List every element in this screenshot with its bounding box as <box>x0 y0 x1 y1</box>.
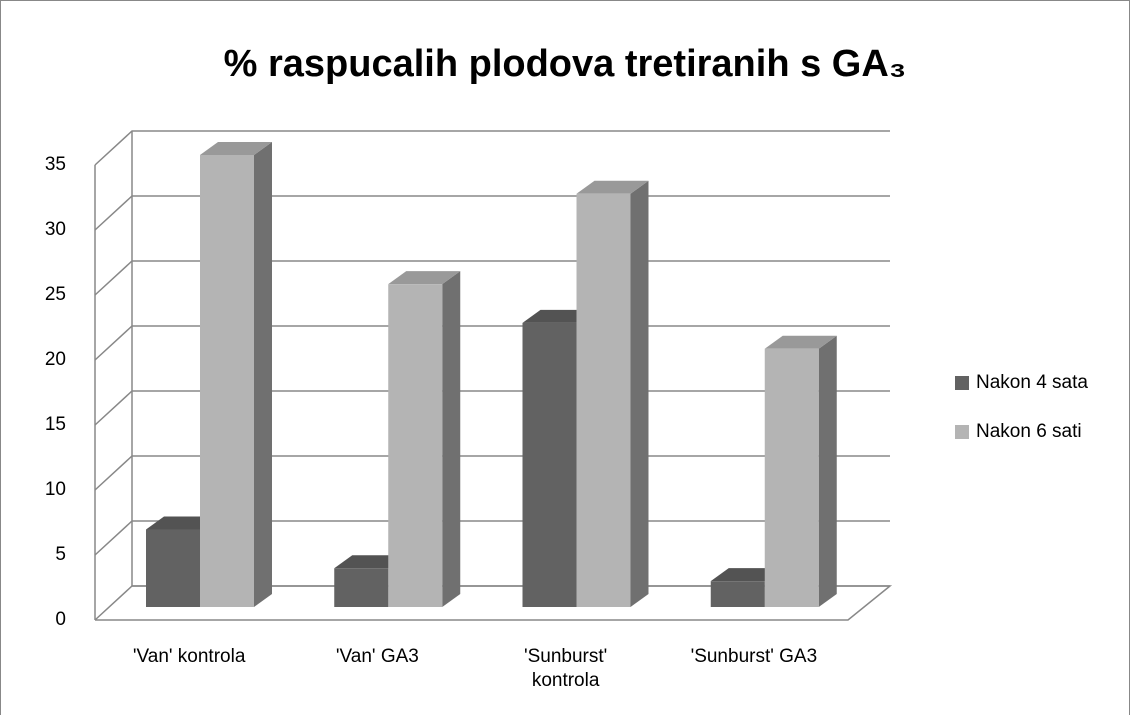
y-tick-label: 20 <box>45 349 66 370</box>
bar-side <box>442 271 461 607</box>
x-tick-label: 'Van' kontrola <box>132 646 246 667</box>
bar <box>522 322 577 607</box>
bar <box>146 529 200 607</box>
bar <box>388 284 443 607</box>
x-tick-label: 'Sunburst' GA3 <box>690 646 818 667</box>
y-tick-label: 15 <box>45 414 66 435</box>
bar <box>764 348 819 607</box>
y-tick-label: 0 <box>55 609 66 630</box>
y-tick-label: 35 <box>45 154 66 175</box>
bar <box>710 581 765 607</box>
legend-label: Nakon 4 sata <box>976 372 1088 393</box>
bar-side <box>254 142 272 607</box>
legend-label: Nakon 6 sati <box>976 421 1082 442</box>
bar-top <box>200 142 272 155</box>
x-tick-label: 'Sunburst' kontrola <box>523 646 608 691</box>
y-tick-label: 25 <box>45 284 66 305</box>
legend-swatch <box>955 425 969 439</box>
grid-line <box>94 130 890 166</box>
y-tick-label: 30 <box>45 219 66 240</box>
x-tick-label: 'Van' GA3 <box>335 646 419 667</box>
bar <box>334 568 389 607</box>
bar-top <box>576 180 649 194</box>
bar <box>576 193 631 607</box>
bar-side <box>630 180 649 607</box>
bar-top <box>764 335 837 349</box>
y-tick-label: 10 <box>45 479 66 500</box>
chart-title: % raspucalih plodova tretiranih s GA₃ <box>224 43 907 85</box>
legend-swatch <box>955 376 969 390</box>
bar-top <box>388 271 461 285</box>
bar-side <box>818 335 837 607</box>
bar <box>200 155 254 607</box>
y-tick-label: 5 <box>55 544 66 565</box>
